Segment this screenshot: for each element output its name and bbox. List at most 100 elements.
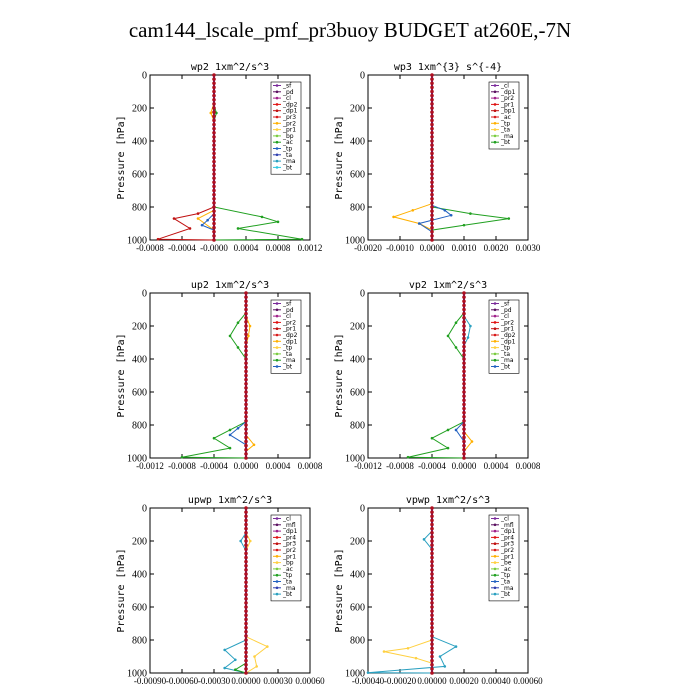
legend-entry: _cl <box>500 516 509 523</box>
y-axis-label: Pressure [hPa] <box>116 333 127 417</box>
zero-profile-point <box>244 584 248 589</box>
legend-entry: _bt <box>282 364 293 371</box>
y-tick-label: 400 <box>350 137 365 148</box>
zero-profile-point <box>212 221 216 226</box>
legend-entry: _ma <box>282 585 296 592</box>
x-tick-label: -0.0004 <box>418 461 446 471</box>
zero-profile-point <box>462 431 466 436</box>
zero-profile-point <box>430 89 434 94</box>
legend-entry: _ac <box>500 566 511 573</box>
zero-profile-point <box>430 77 434 81</box>
x-tick-label: 0.00000 <box>417 676 447 686</box>
y-axis-label: Pressure [hPa] <box>334 548 345 632</box>
zero-profile-point <box>430 73 434 77</box>
zero-profile-point <box>462 365 466 370</box>
series-point <box>236 346 240 349</box>
legend-entry: _tp <box>500 345 510 352</box>
zero-profile-point <box>244 398 248 403</box>
zero-profile-point <box>462 340 466 345</box>
y-tick-label: 1000 <box>127 454 147 465</box>
legend-swatch-marker <box>275 314 279 318</box>
zero-profile-point <box>462 307 466 312</box>
x-tick-label: 0.0004 <box>234 243 259 253</box>
legend-swatch-marker <box>275 302 279 305</box>
legend-entry: _tp <box>500 572 510 579</box>
legend-swatch-marker <box>493 115 497 119</box>
legend-box <box>488 514 520 602</box>
series-point <box>276 220 280 224</box>
chart-panel: vp2 1xm^2/s^3 0 200 400 600 800 1000-0.0012 -0.… <box>334 280 541 471</box>
series-line <box>407 293 465 459</box>
legend-entry: _dp2 <box>500 332 516 339</box>
zero-profile-point <box>430 625 434 630</box>
legend-entry: _ta <box>282 351 292 358</box>
legend-entry: _pd <box>500 307 512 314</box>
zero-profile-point <box>430 506 434 510</box>
zero-profile-point <box>462 332 466 337</box>
legend-swatch-marker <box>493 529 497 533</box>
legend-entry: _ma <box>500 585 514 592</box>
y-tick-label: 0 <box>142 289 147 300</box>
x-tick-label: 0.0000 <box>452 461 477 471</box>
zero-profile-point <box>244 601 248 605</box>
zero-profile-point <box>244 328 248 332</box>
zero-profile-point <box>244 547 248 552</box>
legend-entry: _dp1 <box>282 338 298 345</box>
x-tick-label: 0.0004 <box>484 461 509 471</box>
zero-profile-point <box>244 456 248 460</box>
series-point <box>443 209 447 212</box>
zero-profile-point <box>212 209 216 213</box>
legend-entry: _cl <box>282 95 291 102</box>
zero-profile-point <box>430 617 434 622</box>
legend-swatch-marker <box>275 84 279 87</box>
legend-entry: _pr1 <box>282 127 296 134</box>
legend-swatch-marker <box>275 140 279 144</box>
zero-profile-point <box>244 662 248 667</box>
zero-profile-point <box>212 114 216 119</box>
zero-profile-point <box>244 530 248 535</box>
legend-entry: _dp2 <box>282 332 298 339</box>
legend-swatch-marker <box>275 327 279 330</box>
y-tick-label: 400 <box>350 355 365 366</box>
x-tick-label: 0.00040 <box>481 676 511 686</box>
legend-entry: _pr2 <box>500 547 514 554</box>
series-point <box>248 539 252 543</box>
zero-profile-point <box>462 386 466 390</box>
zero-profile-point <box>462 303 466 308</box>
zero-profile-point <box>462 452 466 456</box>
zero-profile-point <box>462 373 466 378</box>
series-line <box>229 293 247 458</box>
zero-profile-point <box>244 332 248 337</box>
zero-profile-point <box>462 357 466 361</box>
zero-profile-point <box>462 369 466 374</box>
zero-profile-point <box>462 410 466 415</box>
zero-profile-point <box>212 176 216 180</box>
series-point <box>449 213 453 217</box>
zero-profile-point <box>244 654 248 659</box>
zero-profile-point <box>430 638 434 642</box>
legend-swatch-marker <box>275 523 279 527</box>
legend-swatch-marker <box>275 96 279 100</box>
y-tick-label: 200 <box>350 322 365 333</box>
legend-entry: _dp1 <box>500 528 516 535</box>
zero-profile-point <box>462 419 466 423</box>
series-point <box>228 334 232 338</box>
series-line <box>367 508 458 674</box>
legend-swatch-marker <box>275 548 279 552</box>
panel-title: vp2 1xm^2/s^3 <box>409 280 487 291</box>
x-tick-label: -0.00020 <box>384 676 417 686</box>
zero-profile-point <box>430 110 434 114</box>
legend-entry: _bt <box>500 364 511 371</box>
series-point <box>470 440 474 443</box>
legend-swatch-marker <box>275 517 279 520</box>
zero-profile-point <box>212 225 216 230</box>
zero-profile-point <box>462 439 466 444</box>
series-point <box>156 237 160 241</box>
y-axis-label: Pressure [hPa] <box>334 115 345 199</box>
series-point <box>247 334 250 338</box>
series-point <box>209 111 213 115</box>
legend-swatch-marker <box>493 84 497 87</box>
zero-profile-point <box>430 580 434 585</box>
zero-profile-point <box>430 654 434 659</box>
zero-profile-point <box>430 514 434 519</box>
